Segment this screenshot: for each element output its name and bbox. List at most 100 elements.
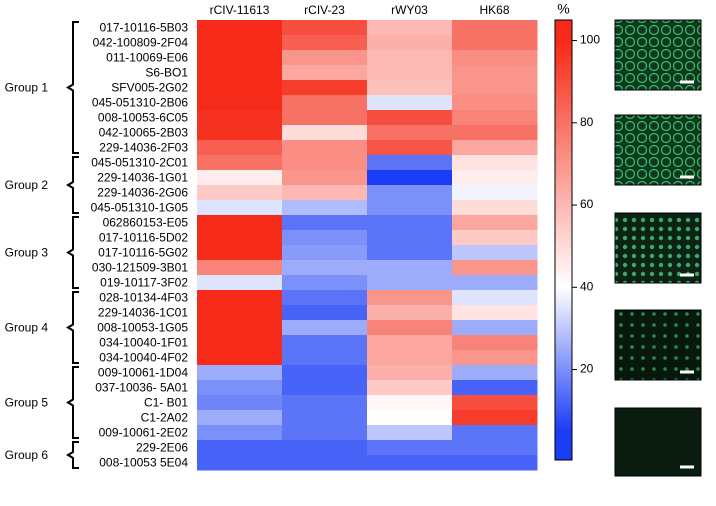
- heat-cell: [282, 155, 368, 171]
- group-bracket: [66, 291, 79, 364]
- heat-cell: [367, 170, 453, 186]
- heat-cell: [452, 320, 538, 336]
- colorbar-tick-label: 60: [580, 197, 594, 211]
- heat-cell: [452, 380, 538, 396]
- group-bracket: [66, 441, 79, 469]
- heat-cell: [197, 425, 283, 441]
- row-label: 011-10069-E06: [106, 51, 188, 65]
- row-label: 045-051310-1G05: [91, 201, 189, 215]
- heat-cell: [367, 335, 453, 351]
- heat-cell: [452, 455, 538, 471]
- micrograph: [614, 114, 702, 186]
- row-label: 017-10116-5B03: [99, 21, 188, 35]
- heat-cell: [452, 110, 538, 126]
- heat-cell: [282, 110, 368, 126]
- heat-cell: [197, 200, 283, 216]
- heat-cell: [367, 440, 453, 456]
- heat-cell: [367, 275, 453, 291]
- heat-cell: [452, 35, 538, 51]
- colorbar-tick-label: 40: [580, 279, 594, 293]
- group-label: Group 4: [5, 321, 49, 335]
- group-label: Group 6: [5, 448, 49, 462]
- heat-cell: [282, 305, 368, 321]
- heat-cell: [367, 65, 453, 81]
- row-label: 008-10053-6C05: [98, 111, 188, 125]
- row-label: 017-10116-5G02: [98, 246, 188, 260]
- heat-cell: [367, 320, 453, 336]
- heat-cell: [452, 65, 538, 81]
- heat-cell: [197, 110, 283, 126]
- micrograph: [614, 19, 702, 91]
- heat-cell: [367, 455, 453, 471]
- heat-cell: [197, 350, 283, 366]
- group-bracket: [66, 156, 79, 214]
- heat-cell: [452, 80, 538, 96]
- heat-cell: [452, 170, 538, 186]
- heat-cell: [282, 20, 368, 36]
- heat-cell: [282, 410, 368, 426]
- heat-cell: [197, 380, 283, 396]
- heat-cell: [367, 35, 453, 51]
- heat-cell: [197, 305, 283, 321]
- heat-cell: [452, 425, 538, 441]
- heat-cell: [452, 185, 538, 201]
- heat-cell: [282, 275, 368, 291]
- column-label: rCIV-23: [304, 3, 345, 17]
- heat-cell: [367, 395, 453, 411]
- heat-cell: [197, 155, 283, 171]
- heat-cell: [367, 230, 453, 246]
- heat-cell: [282, 95, 368, 111]
- row-label: 034-10040-4F02: [99, 351, 188, 365]
- heat-cell: [282, 125, 368, 141]
- heat-cell: [197, 140, 283, 156]
- heat-cell: [197, 80, 283, 96]
- row-label: 229-14036-1C01: [98, 306, 188, 320]
- group-label: Group 5: [5, 396, 49, 410]
- heat-cell: [282, 185, 368, 201]
- row-label: 009-10061-1D04: [98, 366, 188, 380]
- heat-cell: [197, 125, 283, 141]
- row-label: C1- B01: [144, 396, 188, 410]
- heat-cell: [197, 275, 283, 291]
- heat-cell: [197, 245, 283, 261]
- heat-cell: [367, 305, 453, 321]
- heat-cell: [367, 245, 453, 261]
- colorbar-label: %: [557, 1, 569, 17]
- heat-cell: [452, 335, 538, 351]
- heat-cell: [282, 230, 368, 246]
- group-label: Group 1: [5, 81, 49, 95]
- heat-cell: [452, 155, 538, 171]
- heat-cell: [197, 290, 283, 306]
- heat-cell: [367, 20, 453, 36]
- heat-cell: [367, 290, 453, 306]
- heat-cell: [282, 320, 368, 336]
- heat-cell: [197, 170, 283, 186]
- micrograph: [614, 309, 702, 381]
- heat-cell: [197, 95, 283, 111]
- heat-cell: [282, 200, 368, 216]
- heat-cell: [367, 425, 453, 441]
- row-label: 017-10116-5D02: [99, 231, 189, 245]
- heat-cell: [197, 50, 283, 66]
- row-label: 008-10053-1G05: [97, 321, 188, 335]
- heat-cell: [282, 425, 368, 441]
- heat-cell: [367, 350, 453, 366]
- heat-cell: [367, 140, 453, 156]
- row-label: 034-10040-1F01: [99, 336, 188, 350]
- row-label: 229-14036-2G06: [97, 186, 188, 200]
- row-label: C1-2A02: [141, 411, 189, 425]
- heat-cell: [197, 215, 283, 231]
- heat-cell: [367, 110, 453, 126]
- heat-cell: [197, 20, 283, 36]
- heat-cell: [367, 260, 453, 276]
- heat-cell: [197, 320, 283, 336]
- heat-cell: [367, 215, 453, 231]
- heat-cell: [282, 350, 368, 366]
- heat-cell: [197, 185, 283, 201]
- heat-cell: [282, 245, 368, 261]
- heat-cell: [452, 215, 538, 231]
- heat-cell: [367, 125, 453, 141]
- heat-cell: [452, 350, 538, 366]
- heat-cell: [282, 65, 368, 81]
